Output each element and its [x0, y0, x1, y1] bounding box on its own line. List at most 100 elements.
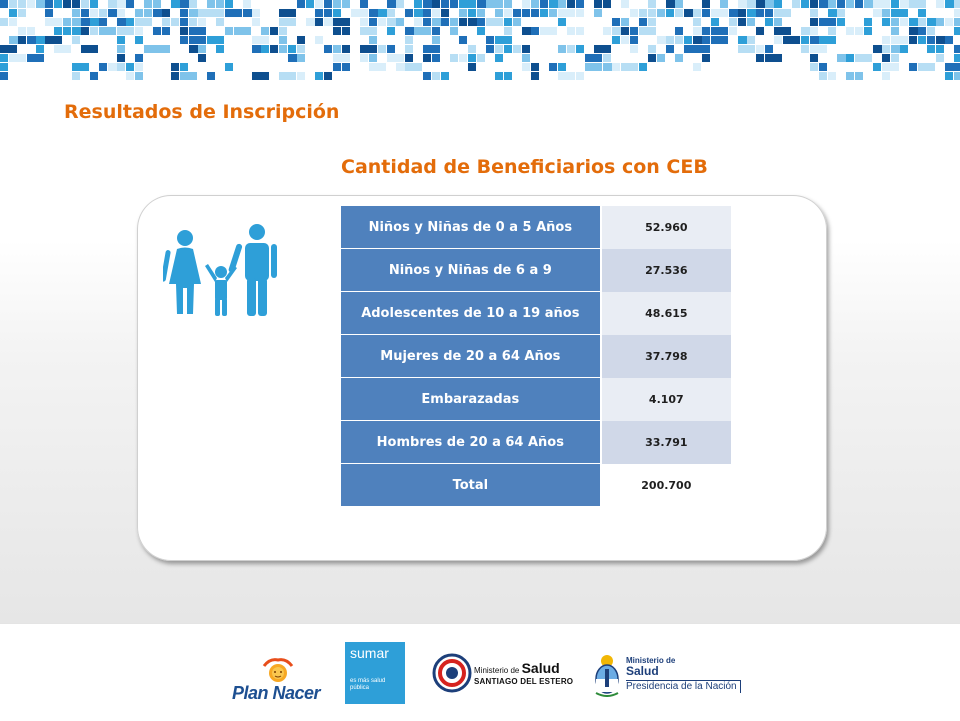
- mosaic-tile: [810, 63, 818, 71]
- mosaic-tile: [27, 54, 44, 62]
- mosaic-tile: [252, 72, 269, 80]
- mosaic-tile: [270, 45, 278, 53]
- mosaic-tile: [513, 18, 521, 26]
- table-row: Niños y Niñas de 0 a 5 Años 52.960: [341, 206, 731, 249]
- mosaic-tile: [486, 18, 503, 26]
- mosaic-tile: [891, 27, 899, 35]
- mosaic-tile: [810, 27, 818, 35]
- mosaic-tile: [63, 27, 71, 35]
- mosaic-tile: [873, 63, 881, 71]
- footer-logos: Plan Nacer sumar es más salud pública Mi…: [0, 623, 960, 721]
- mosaic-tile: [315, 0, 323, 8]
- mosaic-tile: [171, 72, 179, 80]
- mosaic-tile: [423, 18, 431, 26]
- mosaic-tile: [198, 54, 206, 62]
- mosaic-tile: [567, 0, 575, 8]
- mosaic-tile: [189, 0, 197, 8]
- mosaic-tile: [909, 36, 917, 44]
- mosaic-tile: [405, 45, 413, 53]
- mosaic-tile: [765, 9, 773, 17]
- mosaic-tile: [567, 27, 575, 35]
- mosaic-tile: [306, 0, 314, 8]
- mosaic-tile: [45, 0, 53, 8]
- row-value: 33.791: [600, 420, 731, 464]
- mosaic-tile: [666, 9, 674, 17]
- mosaic-tile: [99, 63, 107, 71]
- mosaic-tile: [747, 9, 764, 17]
- mosaic-tile: [432, 27, 440, 35]
- mosaic-tile: [423, 45, 440, 53]
- mosaic-tile: [432, 36, 440, 44]
- mosaic-tile: [612, 18, 620, 26]
- mosaic-tile: [729, 9, 746, 17]
- mosaic-tile: [126, 18, 134, 26]
- mosaic-tile: [810, 0, 818, 8]
- mosaic-tile: [585, 63, 602, 71]
- mosaic-tile: [9, 54, 26, 62]
- mosaic-tile: [18, 36, 26, 44]
- mosaic-tile: [18, 0, 26, 8]
- table-row-total: Total 200.700: [341, 463, 731, 507]
- mosaic-tile: [126, 0, 134, 8]
- mosaic-tile: [882, 36, 890, 44]
- mosaic-tile: [621, 36, 629, 44]
- mosaic-tile: [630, 27, 638, 35]
- mosaic-tile: [252, 45, 269, 53]
- mosaic-tile: [846, 0, 854, 8]
- mosaic-tile: [531, 0, 539, 8]
- mosaic-tile: [774, 18, 782, 26]
- mosaic-tile: [954, 27, 960, 35]
- mosaic-tile: [738, 36, 755, 44]
- mosaic-tile: [387, 18, 404, 26]
- mosaic-tile: [153, 27, 161, 35]
- mosaic-tile: [900, 18, 908, 26]
- mosaic-tile: [162, 18, 170, 26]
- row-value: 27.536: [600, 248, 731, 292]
- mosaic-tile: [648, 9, 656, 17]
- mosaic-tile: [693, 18, 701, 26]
- mosaic-tile: [432, 0, 440, 8]
- mosaic-tile: [954, 54, 960, 62]
- mosaic-tile: [279, 9, 296, 17]
- mosaic-tile: [468, 18, 485, 26]
- mosaic-tile: [702, 27, 710, 35]
- mosaic-tile: [54, 0, 62, 8]
- mosaic-tile: [144, 0, 152, 8]
- msn-prefix: Ministerio de: [626, 656, 676, 665]
- mosaic-tile: [792, 0, 800, 8]
- mosaic-tile: [657, 36, 674, 44]
- mosaic-tile: [675, 9, 683, 17]
- mosaic-tile: [0, 18, 8, 26]
- mosaic-tile: [945, 72, 953, 80]
- mosaic-tile: [936, 54, 944, 62]
- mosaic-tile: [819, 0, 836, 8]
- mosaic-tile: [0, 54, 8, 62]
- mosaic-tile: [81, 9, 89, 17]
- mosaic-tile: [603, 27, 611, 35]
- mosaic-tile: [333, 0, 341, 8]
- mosaic-tile: [774, 36, 782, 44]
- mosaic-tile: [441, 9, 449, 17]
- mosaic-tile: [738, 45, 755, 53]
- mosaic-tile: [819, 63, 827, 71]
- mosaic-tile: [504, 0, 512, 8]
- mosaic-tile: [297, 36, 305, 44]
- mosaic-tile: [387, 54, 404, 62]
- mosaic-tile: [495, 0, 503, 8]
- mosaic-tile: [702, 0, 710, 8]
- mosaic-tile: [405, 54, 413, 62]
- mosaic-tile: [180, 72, 197, 80]
- table-row: Adolescentes de 10 a 19 años 48.615: [341, 291, 731, 335]
- mosaic-tile: [837, 0, 845, 8]
- mosaic-tile: [954, 18, 960, 26]
- mosaic-tile: [117, 63, 125, 71]
- mosaic-tile: [495, 45, 503, 53]
- mosaic-tile: [873, 0, 890, 8]
- mosaic-tile: [882, 54, 890, 62]
- mosaic-tile: [819, 72, 827, 80]
- mosaic-tile: [225, 9, 242, 17]
- mosaic-tile: [891, 45, 908, 53]
- mosaic-tile: [405, 36, 413, 44]
- mosaic-tile: [468, 63, 476, 71]
- mosaic-tile: [99, 27, 116, 35]
